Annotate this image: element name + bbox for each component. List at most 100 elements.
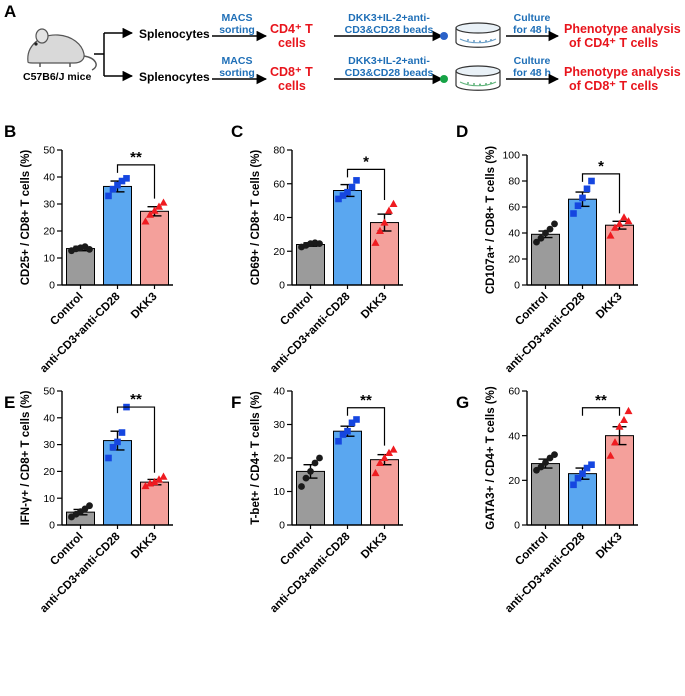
data-point-stim bbox=[109, 443, 117, 451]
bar-g-2 bbox=[605, 435, 634, 526]
data-point-stim bbox=[588, 177, 595, 185]
significance-label: * bbox=[598, 158, 604, 175]
data-point-dkk3 bbox=[371, 468, 380, 477]
culture-label: Culture bbox=[514, 55, 551, 67]
category-label: Control bbox=[513, 291, 550, 328]
data-point-stim bbox=[344, 427, 351, 435]
category-label: Control bbox=[48, 531, 85, 568]
sorting-label: sorting bbox=[219, 67, 255, 79]
category-label: Control bbox=[513, 531, 550, 568]
data-point-control bbox=[86, 245, 93, 253]
data-point-control bbox=[537, 463, 545, 471]
data-point-stim bbox=[583, 185, 591, 193]
result-label: Phenotype analysis bbox=[564, 65, 681, 79]
data-point-stim bbox=[114, 438, 121, 446]
data-point-stim bbox=[114, 181, 121, 189]
y-axis-label: CD25+ / CD8+ T cells (%) bbox=[20, 150, 32, 286]
workflow-row-cd8: Splenocytes MACS sorting CD8⁺ T cells DK… bbox=[139, 55, 681, 93]
stimulation-label: DKK3+IL-2+anti- bbox=[348, 55, 430, 67]
culture-label: Culture bbox=[514, 12, 551, 24]
data-point-control bbox=[316, 240, 323, 248]
y-tick-label: 20 bbox=[508, 475, 520, 487]
data-point-stim bbox=[335, 437, 342, 445]
y-axis-label: GATA3+ / CD4+ T cells (%) bbox=[485, 386, 497, 530]
data-point-stim bbox=[118, 429, 126, 436]
significance-bracket bbox=[581, 407, 621, 416]
y-tick-label: 30 bbox=[43, 199, 55, 211]
data-point-stim bbox=[570, 210, 577, 217]
data-point-control bbox=[316, 454, 323, 462]
bead-dot bbox=[440, 32, 448, 40]
result-label: of CD4⁺ T cells bbox=[569, 36, 658, 50]
significance-bracket bbox=[116, 164, 156, 199]
sorting-label: sorting bbox=[219, 24, 255, 36]
y-tick-label: 40 bbox=[508, 228, 520, 240]
data-point-dkk3 bbox=[141, 217, 150, 225]
y-tick-label: 0 bbox=[49, 520, 55, 532]
bead-dot bbox=[440, 75, 448, 83]
panel-letter: E bbox=[4, 393, 15, 412]
y-tick-label: 20 bbox=[508, 254, 520, 266]
significance-label: * bbox=[363, 153, 369, 170]
cell-type-label: CD4⁺ T bbox=[270, 22, 313, 36]
y-tick-label: 0 bbox=[514, 520, 520, 532]
result-label: of CD8⁺ T cells bbox=[569, 79, 658, 93]
data-point-dkk3 bbox=[615, 219, 624, 227]
data-point-control bbox=[546, 225, 554, 233]
data-point-stim bbox=[105, 454, 112, 462]
sorting-label: MACS bbox=[222, 12, 253, 24]
category-label: DKK3 bbox=[594, 531, 625, 562]
panel-letter: F bbox=[231, 393, 241, 412]
data-point-dkk3 bbox=[385, 448, 393, 456]
data-point-control bbox=[302, 474, 310, 482]
y-tick-label: 40 bbox=[273, 212, 285, 224]
cell-type-label: cells bbox=[278, 79, 306, 93]
data-point-stim bbox=[348, 183, 356, 191]
data-point-dkk3 bbox=[624, 406, 633, 415]
data-point-dkk3 bbox=[155, 475, 163, 483]
culture-label: for 48 h bbox=[513, 24, 551, 36]
panel-letter: B bbox=[4, 122, 16, 141]
y-tick-label: 50 bbox=[43, 145, 55, 157]
data-point-dkk3 bbox=[606, 231, 615, 239]
data-point-dkk3 bbox=[620, 213, 628, 221]
y-tick-label: 40 bbox=[43, 412, 55, 424]
culture-label: for 48 h bbox=[513, 67, 551, 79]
y-tick-label: 0 bbox=[514, 280, 520, 292]
category-label: DKK3 bbox=[129, 291, 160, 322]
data-point-stim bbox=[123, 175, 130, 182]
data-point-control bbox=[542, 229, 549, 237]
data-point-control bbox=[307, 468, 314, 475]
branch-arrows bbox=[94, 27, 134, 82]
data-point-stim bbox=[583, 464, 591, 472]
category-label: Control bbox=[278, 531, 315, 568]
y-tick-label: 40 bbox=[508, 430, 520, 442]
data-point-dkk3 bbox=[150, 206, 159, 214]
data-point-dkk3 bbox=[376, 458, 384, 467]
data-point-control bbox=[533, 238, 540, 246]
y-tick-label: 0 bbox=[279, 280, 285, 292]
significance-label: ** bbox=[595, 392, 607, 409]
significance-label: ** bbox=[360, 392, 372, 409]
y-tick-label: 60 bbox=[508, 386, 520, 398]
significance-bracket bbox=[346, 407, 386, 446]
data-point-stim bbox=[118, 177, 126, 185]
data-point-stim bbox=[574, 202, 582, 209]
y-axis-label: CD107a+ / CD8+ T cells (%) bbox=[485, 146, 497, 294]
data-point-dkk3 bbox=[376, 226, 384, 234]
stimulation-label: CD3&CD28 beads bbox=[345, 67, 434, 79]
bar-b-0 bbox=[66, 248, 95, 286]
data-point-dkk3 bbox=[385, 206, 393, 214]
data-point-control bbox=[298, 483, 305, 490]
category-label: DKK3 bbox=[359, 291, 390, 322]
bar-f-2 bbox=[370, 459, 399, 526]
data-point-dkk3 bbox=[611, 438, 619, 446]
data-point-dkk3 bbox=[624, 217, 633, 225]
y-tick-label: 20 bbox=[43, 466, 55, 478]
bar-f-0 bbox=[296, 470, 325, 526]
